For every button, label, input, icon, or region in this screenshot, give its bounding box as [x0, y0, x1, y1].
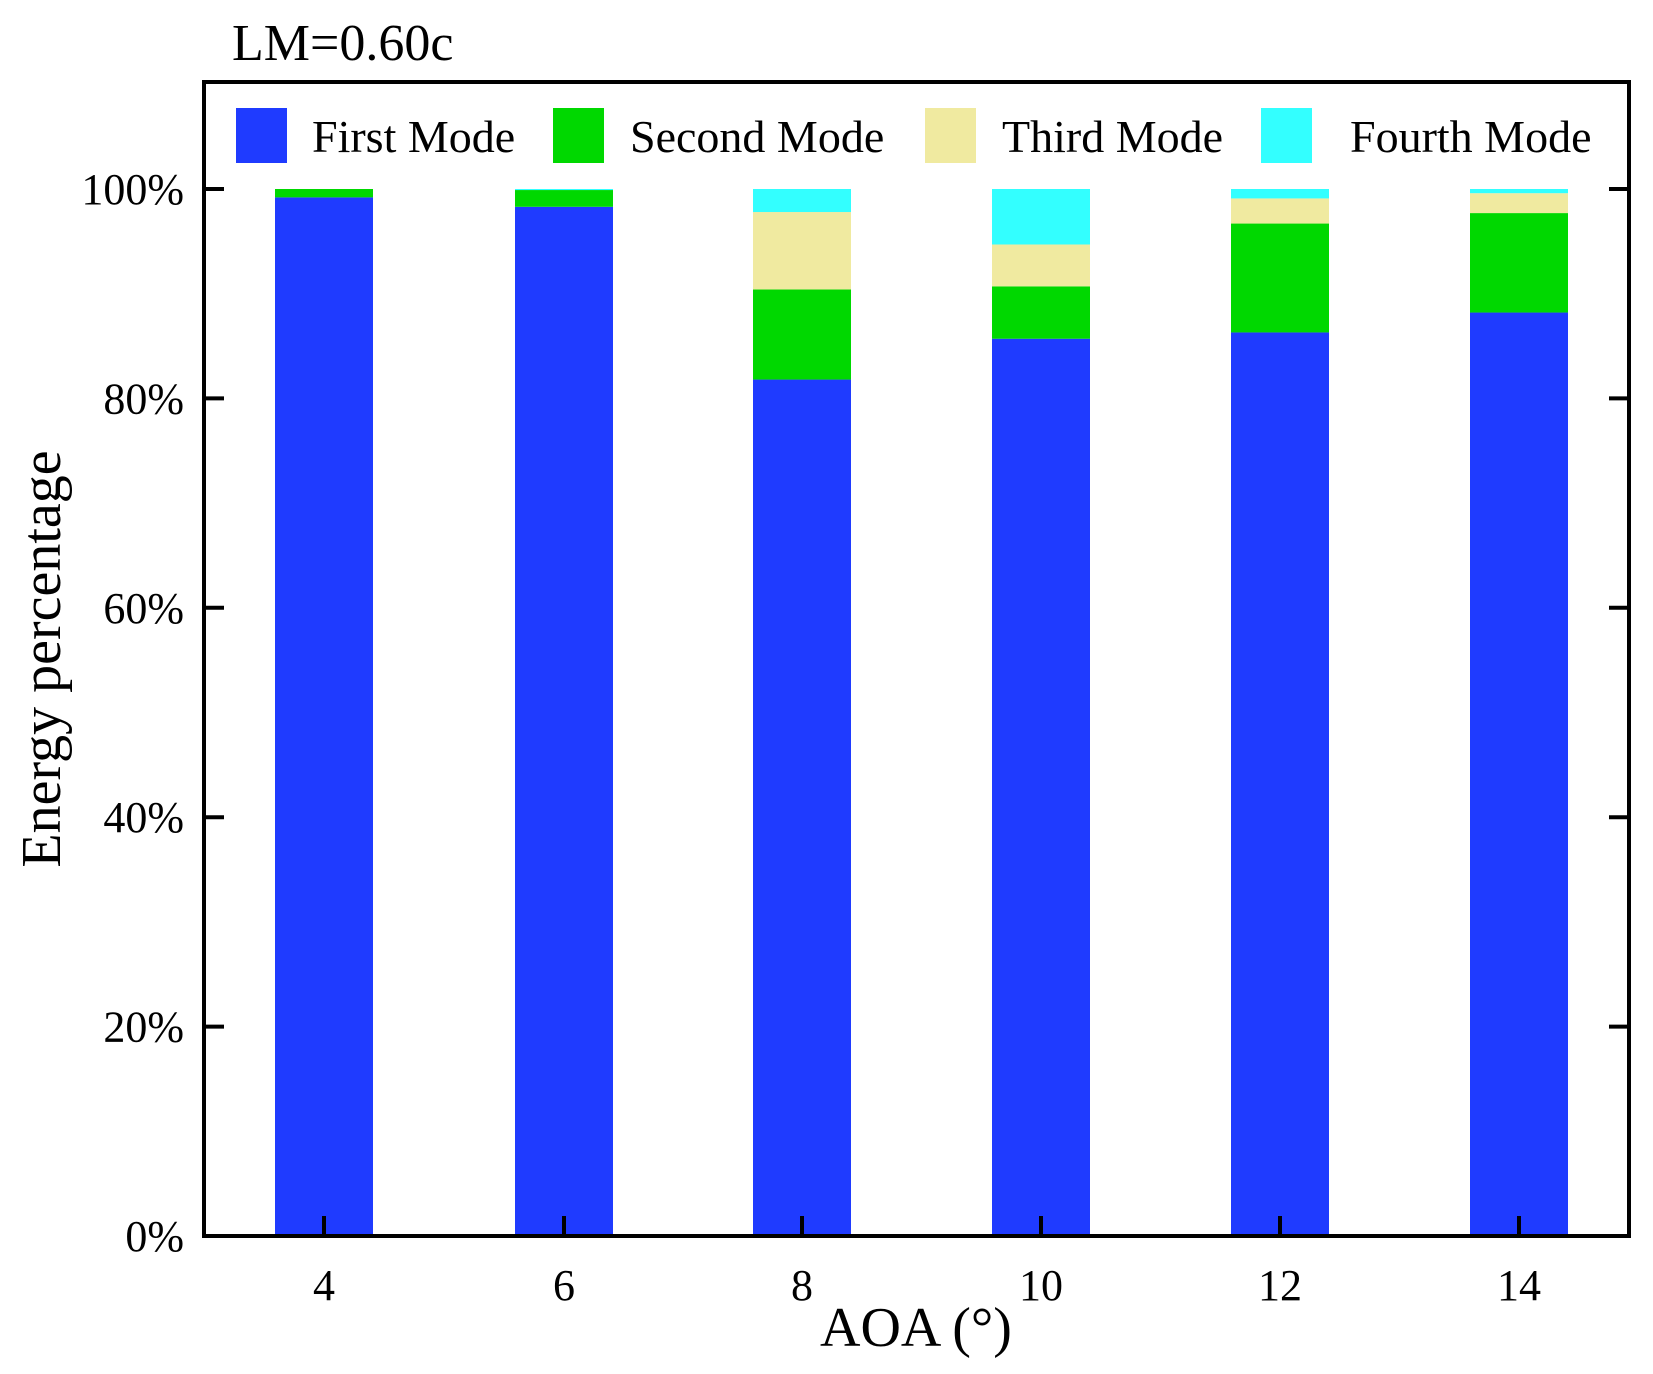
y-tick-label-80: 80%: [103, 374, 184, 423]
bar-first-mode-aoa-10: [992, 338, 1090, 1236]
bars-layer: [275, 189, 1568, 1237]
legend-label-first-mode: First Mode: [312, 111, 515, 162]
legend-swatch-third-mode: [925, 108, 976, 163]
x-axis-label: AOA (°): [820, 1297, 1012, 1359]
bar-fourth-mode-aoa-12: [1231, 189, 1329, 199]
legend: First Mode Second Mode Third Mode Fourth Mo…: [236, 108, 1592, 163]
bar-fourth-mode-aoa-10: [992, 189, 1090, 245]
x-tick-label-12: 12: [1258, 1261, 1302, 1310]
bar-third-mode-aoa-10: [992, 244, 1090, 287]
legend-swatch-second-mode: [553, 108, 604, 163]
plot-frame: [202, 80, 1631, 1238]
y-tick-label-100: 100%: [81, 165, 184, 214]
x-tick-label-6: 6: [553, 1261, 575, 1310]
bar-fourth-mode-aoa-14: [1470, 189, 1568, 194]
bar-second-mode-aoa-4: [275, 189, 373, 198]
bar-second-mode-aoa-6: [515, 190, 613, 207]
ticks-layer: 0% 20% 40% 60% 80% 100% 4 6 8 10 12 14: [81, 165, 1629, 1310]
legend-label-third-mode: Third Mode: [1002, 111, 1223, 162]
x-tick-label-10: 10: [1019, 1261, 1063, 1310]
bar-third-mode-aoa-8: [753, 212, 851, 290]
y-tick-label-20: 20%: [103, 1003, 184, 1052]
bar-second-mode-aoa-14: [1470, 213, 1568, 313]
x-tick-label-14: 14: [1497, 1261, 1541, 1310]
bar-second-mode-aoa-12: [1231, 223, 1329, 333]
bar-third-mode-aoa-12: [1231, 198, 1329, 224]
bar-third-mode-aoa-14: [1470, 193, 1568, 214]
bar-first-mode-aoa-6: [515, 206, 613, 1237]
bar-second-mode-aoa-8: [753, 289, 851, 380]
y-axis-label: Energy percentage: [11, 450, 73, 867]
bar-fourth-mode-aoa-8: [753, 189, 851, 213]
legend-label-second-mode: Second Mode: [630, 111, 884, 162]
bar-first-mode-aoa-4: [275, 197, 373, 1237]
bar-fourth-mode-aoa-6: [515, 189, 613, 191]
y-tick-label-60: 60%: [103, 584, 184, 633]
bar-second-mode-aoa-10: [992, 286, 1090, 339]
y-tick-label-40: 40%: [103, 793, 184, 842]
x-tick-label-4: 4: [313, 1261, 335, 1310]
bar-first-mode-aoa-14: [1470, 312, 1568, 1236]
y-tick-label-0: 0%: [125, 1212, 184, 1261]
legend-swatch-fourth-mode: [1261, 108, 1312, 163]
legend-swatch-first-mode: [236, 108, 287, 163]
bar-first-mode-aoa-12: [1231, 332, 1329, 1237]
legend-label-fourth-mode: Fourth Mode: [1350, 111, 1592, 162]
chart-title: LM=0.60c: [232, 15, 453, 72]
x-tick-label-8: 8: [791, 1261, 813, 1310]
bar-first-mode-aoa-8: [753, 379, 851, 1237]
